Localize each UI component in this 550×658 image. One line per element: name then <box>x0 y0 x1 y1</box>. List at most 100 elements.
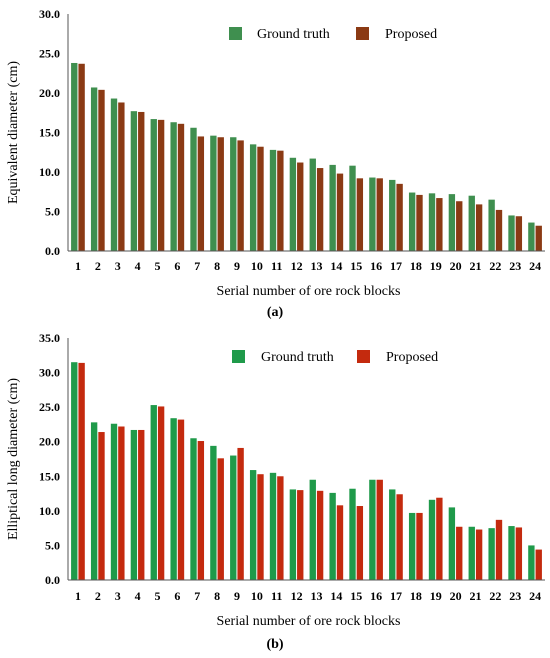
bar-ground-truth-22 <box>488 199 495 251</box>
bar-proposed-12 <box>297 162 304 251</box>
x-tick-label: 16 <box>370 589 382 603</box>
x-tick-label: 17 <box>390 259 402 273</box>
bar-proposed-5 <box>157 119 165 251</box>
x-tick-label: 14 <box>330 259 342 273</box>
bar-proposed-5 <box>157 406 165 580</box>
y-tick-label: 20.0 <box>39 86 60 100</box>
chart-a-legend-swatch-ground-truth <box>229 27 242 40</box>
chart-a-panel-label: (a) <box>267 305 284 320</box>
x-tick-label: 21 <box>469 589 481 603</box>
bar-proposed-8 <box>217 137 224 251</box>
chart-a-bars <box>71 62 542 252</box>
x-tick-label: 12 <box>291 589 303 603</box>
x-tick-label: 3 <box>115 589 121 603</box>
bar-ground-truth-12 <box>289 157 297 251</box>
bar-proposed-2 <box>98 89 105 251</box>
chart-b-legend-label-proposed: Proposed <box>386 350 438 365</box>
x-tick-label: 9 <box>234 589 240 603</box>
x-tick-label: 14 <box>330 589 342 603</box>
chart-b-panel-label: (b) <box>266 637 283 652</box>
y-tick-label: 5.0 <box>45 538 60 552</box>
x-tick-label: 5 <box>154 589 160 603</box>
chart-a: 0.05.010.015.020.025.030.0 1 2 3 4 5 6 7 8 9 10 11… <box>6 7 545 320</box>
x-tick-label: 22 <box>489 589 501 603</box>
bar-ground-truth-24 <box>528 222 535 251</box>
x-tick-label: 11 <box>271 589 282 603</box>
bar-ground-truth-8 <box>210 135 217 251</box>
chart-b-legend-swatch-ground-truth <box>232 350 245 363</box>
x-tick-label: 17 <box>390 589 402 603</box>
bar-ground-truth-7 <box>190 438 197 580</box>
bar-proposed-19 <box>436 198 443 251</box>
x-tick-label: 20 <box>450 589 462 603</box>
bar-ground-truth-9 <box>230 455 237 580</box>
x-tick-label: 20 <box>450 259 462 273</box>
bar-proposed-21 <box>475 204 483 251</box>
chart-b-legend: Ground truth Proposed <box>232 350 438 365</box>
y-tick-label: 15.0 <box>39 469 60 483</box>
bar-proposed-14 <box>336 505 344 580</box>
x-tick-label: 4 <box>135 259 141 273</box>
bar-ground-truth-23 <box>508 215 515 251</box>
bar-ground-truth-1 <box>71 62 78 252</box>
bar-proposed-20 <box>456 201 463 251</box>
bar-ground-truth-18 <box>408 512 416 580</box>
x-tick-label: 23 <box>509 259 521 273</box>
x-tick-label: 6 <box>174 259 180 273</box>
bar-ground-truth-1 <box>71 362 78 580</box>
x-tick-label: 19 <box>430 589 442 603</box>
x-tick-label: 11 <box>271 259 282 273</box>
bar-proposed-7 <box>197 441 205 580</box>
bar-proposed-21 <box>475 529 483 580</box>
bar-proposed-23 <box>515 527 523 580</box>
y-tick-label: 25.0 <box>39 47 60 61</box>
x-tick-label: 15 <box>350 259 362 273</box>
x-tick-label: 2 <box>95 589 101 603</box>
bar-proposed-9 <box>237 140 244 251</box>
bar-ground-truth-2 <box>90 422 98 580</box>
bar-proposed-4 <box>138 111 145 252</box>
y-tick-label: 15.0 <box>39 126 60 140</box>
bar-ground-truth-5 <box>150 119 157 251</box>
x-tick-label: 24 <box>529 259 541 273</box>
y-tick-label: 5.0 <box>45 205 60 219</box>
bar-proposed-18 <box>416 194 423 251</box>
x-tick-label: 7 <box>194 589 200 603</box>
bar-ground-truth-21 <box>468 526 475 580</box>
bar-proposed-8 <box>217 458 224 580</box>
chart-a-y-ticks: 0.0 5.0 10.0 15.0 20.0 25.0 30.0 <box>39 7 60 258</box>
x-tick-label: 2 <box>95 259 101 273</box>
x-tick-label: 9 <box>234 259 240 273</box>
bar-ground-truth-23 <box>508 526 515 580</box>
y-tick-label: 30.0 <box>39 366 60 380</box>
bar-ground-truth-22 <box>488 528 495 580</box>
x-tick-label: 19 <box>430 259 442 273</box>
bar-proposed-17 <box>396 494 403 580</box>
bar-proposed-15 <box>356 178 364 251</box>
bar-ground-truth-14 <box>329 492 336 580</box>
x-tick-label: 24 <box>529 589 541 603</box>
chart-b-bars <box>71 362 542 580</box>
bar-proposed-13 <box>316 168 324 251</box>
x-tick-label: 6 <box>174 589 180 603</box>
bar-ground-truth-7 <box>190 127 197 251</box>
chart-b-y-axis-title: Elliptical long diameter (cm) <box>6 378 21 540</box>
bar-proposed-6 <box>177 419 185 580</box>
x-tick-label: 3 <box>115 259 121 273</box>
bar-ground-truth-9 <box>230 137 237 251</box>
x-tick-label: 12 <box>291 259 303 273</box>
chart-b-x-ticks: 1 2 3 4 5 6 7 8 9 10 11 12 13 14 15 16 17 18 19 20 21 22 23 24 <box>75 589 541 603</box>
bar-proposed-2 <box>98 432 105 580</box>
y-tick-label: 10.0 <box>39 165 60 179</box>
bar-ground-truth-20 <box>448 194 456 251</box>
bar-ground-truth-11 <box>269 149 277 251</box>
bar-ground-truth-19 <box>428 499 436 580</box>
bar-proposed-14 <box>336 173 344 251</box>
bar-proposed-23 <box>515 216 523 251</box>
bar-ground-truth-6 <box>170 418 177 580</box>
x-tick-label: 13 <box>310 259 322 273</box>
bar-ground-truth-8 <box>210 445 217 580</box>
x-tick-label: 23 <box>509 589 521 603</box>
x-tick-label: 8 <box>214 589 220 603</box>
